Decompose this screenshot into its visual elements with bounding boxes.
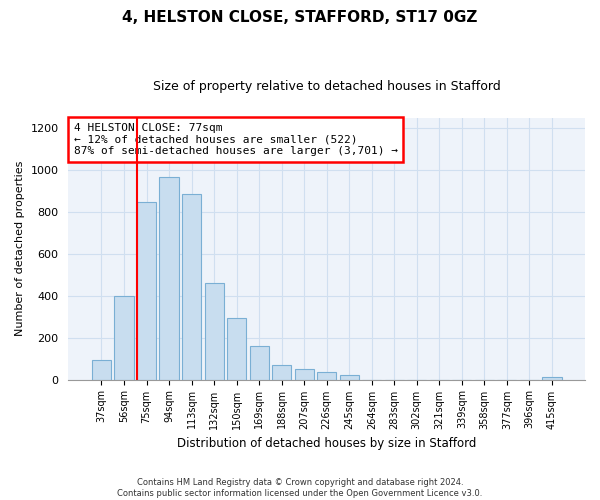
Text: 4, HELSTON CLOSE, STAFFORD, ST17 0GZ: 4, HELSTON CLOSE, STAFFORD, ST17 0GZ xyxy=(122,10,478,25)
Bar xyxy=(272,365,291,380)
Title: Size of property relative to detached houses in Stafford: Size of property relative to detached ho… xyxy=(153,80,500,93)
Bar xyxy=(542,378,562,380)
Text: Contains HM Land Registry data © Crown copyright and database right 2024.
Contai: Contains HM Land Registry data © Crown c… xyxy=(118,478,482,498)
Bar xyxy=(250,346,269,380)
Bar xyxy=(182,194,201,380)
Bar xyxy=(295,369,314,380)
Bar xyxy=(137,202,156,380)
Bar xyxy=(340,376,359,380)
Bar xyxy=(205,283,224,380)
X-axis label: Distribution of detached houses by size in Stafford: Distribution of detached houses by size … xyxy=(177,437,476,450)
Bar xyxy=(317,372,336,380)
Bar xyxy=(115,296,134,380)
Text: 4 HELSTON CLOSE: 77sqm
← 12% of detached houses are smaller (522)
87% of semi-de: 4 HELSTON CLOSE: 77sqm ← 12% of detached… xyxy=(74,123,398,156)
Bar xyxy=(92,360,111,380)
Bar xyxy=(160,178,179,380)
Bar xyxy=(227,318,246,380)
Y-axis label: Number of detached properties: Number of detached properties xyxy=(15,161,25,336)
